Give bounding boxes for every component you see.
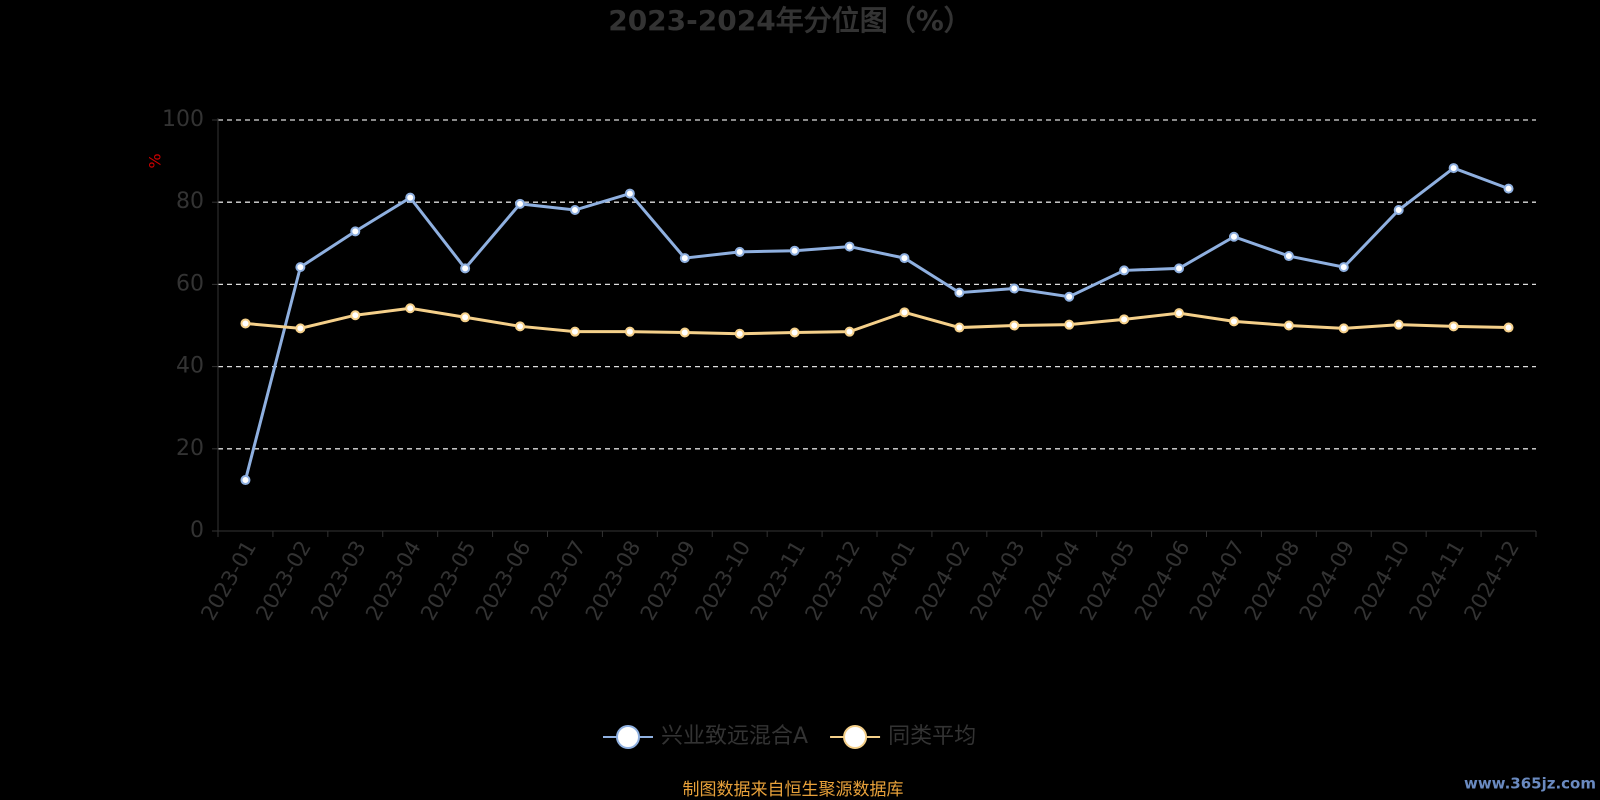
- data-point: [1393, 319, 1404, 330]
- data-point: [1448, 321, 1459, 332]
- legend-label: 兴业致远混合A: [661, 724, 808, 749]
- data-point: [460, 263, 471, 274]
- data-point: [1228, 316, 1239, 327]
- data-point: [405, 192, 416, 203]
- data-point: [734, 246, 745, 257]
- data-point: [1283, 320, 1294, 331]
- data-point: [240, 475, 251, 486]
- data-point: [789, 327, 800, 338]
- y-tick-label: 60: [176, 271, 204, 296]
- data-point: [460, 312, 471, 323]
- data-point: [295, 323, 306, 334]
- data-point: [734, 328, 745, 339]
- data-point: [1119, 265, 1130, 276]
- data-point: [844, 326, 855, 337]
- data-point: [569, 205, 580, 216]
- data-point: [899, 307, 910, 318]
- data-point: [515, 321, 526, 332]
- data-point: [1009, 320, 1020, 331]
- data-point: [1338, 262, 1349, 273]
- data-point: [295, 262, 306, 273]
- series-line: [245, 306, 1509, 336]
- data-point: [1503, 183, 1514, 194]
- data-point: [624, 326, 635, 337]
- data-point: [1064, 291, 1075, 302]
- data-point: [1119, 314, 1130, 325]
- y-axis-label: %: [146, 153, 165, 168]
- y-tick-label: 100: [162, 107, 204, 132]
- data-point: [1503, 322, 1514, 333]
- data-point: [954, 322, 965, 333]
- series-line: [244, 166, 1510, 481]
- data-point: [1448, 163, 1459, 174]
- data-point: [789, 245, 800, 256]
- data-point: [405, 303, 416, 314]
- data-point: [350, 310, 361, 321]
- data-point: [679, 253, 690, 264]
- data-point: [844, 241, 855, 252]
- data-point: [899, 253, 910, 264]
- data-point: [954, 287, 965, 298]
- data-point: [515, 198, 526, 209]
- source-note: 制图数据来自恒生聚源数据库: [683, 780, 904, 800]
- data-point: [1064, 319, 1075, 330]
- chart-title: 2023-2024年分位图（%）: [608, 4, 972, 37]
- data-point: [240, 318, 251, 329]
- data-point: [1393, 205, 1404, 216]
- data-point: [679, 327, 690, 338]
- data-point: [1283, 251, 1294, 262]
- legend-marker: [616, 725, 640, 749]
- legend-marker: [843, 725, 868, 749]
- data-point: [1009, 283, 1020, 294]
- y-tick-label: 40: [176, 354, 204, 379]
- watermark: www.365jz.com: [1464, 775, 1596, 793]
- y-tick-label: 20: [176, 436, 204, 461]
- data-point: [1338, 323, 1349, 334]
- data-point: [1174, 308, 1185, 319]
- data-point: [1228, 231, 1239, 242]
- y-tick-label: 80: [176, 189, 204, 214]
- data-point: [1174, 263, 1185, 274]
- y-tick-label: 0: [190, 518, 204, 543]
- data-point: [569, 326, 580, 337]
- x-tick-label: 2024-12: [1459, 537, 1524, 625]
- data-point: [624, 188, 635, 199]
- legend-label: 同类平均: [888, 724, 976, 749]
- data-point: [350, 226, 361, 237]
